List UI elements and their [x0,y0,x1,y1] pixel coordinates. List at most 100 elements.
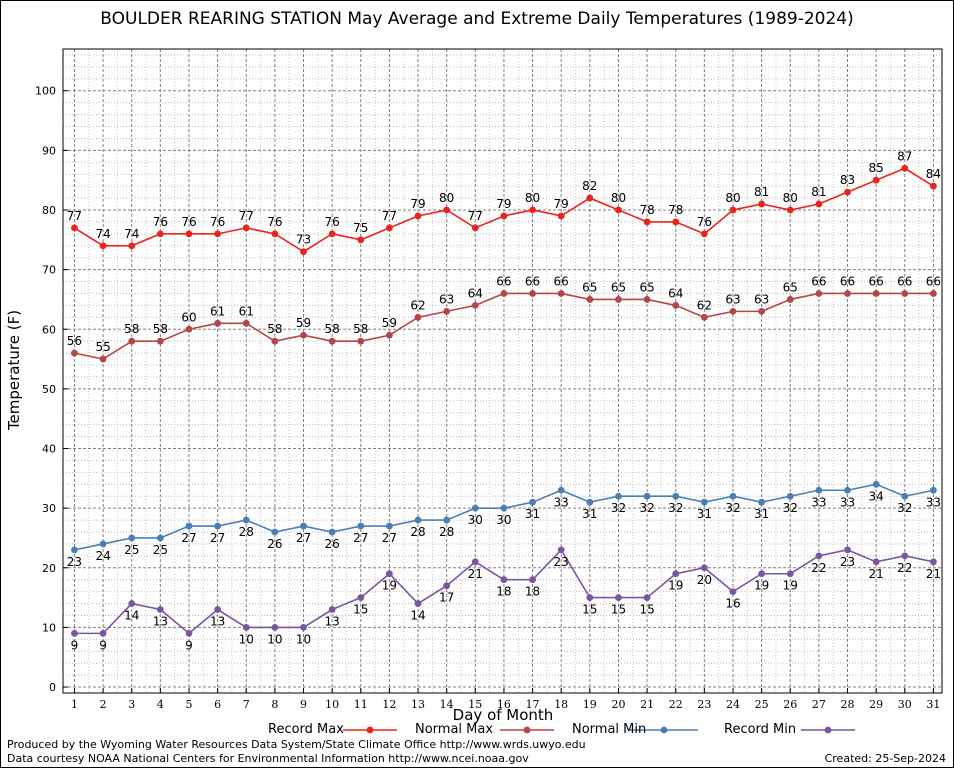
data-point-normal-max [557,290,565,297]
data-point-normal-min [586,498,594,506]
data-point-normal-min [672,492,680,500]
data-point-normal-max [471,302,479,309]
x-tick-label: 3 [128,698,135,711]
data-point-record-max [357,236,365,244]
data-label-record-max: 76 [697,215,712,229]
data-label-normal-min: 33 [926,495,941,509]
data-label-record-max: 74 [124,227,139,241]
x-tick-label: 1 [71,698,78,711]
x-tick-label: 30 [898,698,912,711]
data-point-normal-min [786,492,794,500]
data-label-normal-max: 66 [525,274,540,288]
data-label-record-min: 9 [185,638,193,652]
data-point-record-max [672,218,680,226]
data-label-record-max: 73 [296,233,311,247]
data-label-normal-min: 31 [754,507,769,521]
data-label-record-max: 76 [267,215,282,229]
data-label-normal-min: 31 [697,507,712,521]
chart-title: BOULDER REARING STATION May Average and … [100,9,854,29]
y-axis-label: Temperature (F) [5,309,23,431]
data-point-normal-max [271,337,279,345]
y-tick-label: 50 [42,383,56,396]
data-label-record-min: 19 [382,579,397,593]
grid [63,49,942,693]
data-label-normal-min: 33 [811,495,826,509]
data-label-normal-min: 26 [324,537,339,551]
data-label-record-max: 80 [439,191,454,205]
data-label-record-max: 80 [725,191,740,205]
x-tick-label: 17 [526,698,540,711]
data-label-record-min: 21 [468,567,483,581]
data-label-normal-max: 64 [468,286,483,300]
data-label-record-max: 85 [869,161,884,175]
data-label-normal-min: 25 [124,543,139,557]
data-label-record-min: 23 [840,555,855,569]
y-tick-label: 100 [35,85,56,98]
data-point-record-max [443,206,451,214]
data-point-normal-min [500,504,508,512]
data-point-normal-max [643,296,651,303]
data-point-normal-min [815,486,823,494]
data-label-normal-min: 33 [840,495,855,509]
data-label-record-min: 21 [869,567,884,581]
data-label-record-max: 76 [153,215,168,229]
data-label-normal-min: 32 [611,501,626,515]
x-tick-label: 19 [583,698,597,711]
data-label-record-max: 79 [410,197,425,211]
x-tick-label: 15 [468,698,482,711]
legend-marker-record-max [366,726,374,734]
data-label-record-max: 77 [468,209,483,223]
data-label-record-min: 9 [99,638,107,652]
data-label-normal-max: 55 [95,340,110,354]
data-point-record-min [500,576,508,584]
data-point-normal-min [328,528,336,536]
data-point-record-max [872,176,880,184]
data-label-record-min: 19 [783,579,798,593]
x-tick-label: 29 [869,698,883,711]
data-point-record-max [300,248,307,256]
data-point-normal-min [529,498,536,506]
y-tick-label: 80 [42,204,56,217]
data-point-normal-max [815,290,823,297]
data-label-normal-min: 27 [296,531,311,545]
data-label-normal-max: 64 [668,286,683,300]
data-point-record-min [586,594,594,601]
data-point-normal-min [128,534,136,542]
data-label-record-max: 82 [582,179,597,193]
data-point-record-max [643,218,651,226]
data-label-record-max: 81 [754,185,769,199]
x-tick-label: 14 [440,698,454,711]
x-tick-label: 8 [271,698,278,711]
data-point-record-max [815,200,823,208]
data-label-normal-min: 23 [67,555,82,569]
data-point-record-min [185,629,193,637]
data-point-normal-min [99,540,107,548]
data-label-record-min: 10 [267,632,282,646]
data-point-normal-max [500,290,508,297]
data-point-record-max [901,164,909,172]
data-point-record-min [615,594,622,601]
data-point-record-max [700,230,708,238]
data-label-record-min: 13 [324,615,339,629]
x-tick-label: 7 [243,698,250,711]
data-label-record-min: 14 [124,609,139,623]
data-point-record-min [672,570,680,578]
data-label-record-max: 83 [840,173,855,187]
data-label-normal-max: 66 [554,274,569,288]
legend-label-normal-min: Normal Min [572,722,647,737]
data-point-normal-min [700,498,708,506]
data-label-record-max: 84 [926,167,941,181]
data-label-normal-max: 56 [67,334,82,348]
data-label-record-max: 79 [554,197,569,211]
plot-border [62,48,943,694]
x-tick-label: 31 [926,698,940,711]
data-label-normal-min: 30 [468,513,483,527]
data-point-record-min [99,629,107,637]
data-label-record-min: 22 [811,561,826,575]
data-point-record-max [71,224,78,232]
data-point-normal-max [414,313,422,321]
x-tick-label: 10 [325,698,339,711]
data-point-normal-max [357,337,365,345]
data-point-normal-max [386,331,393,339]
